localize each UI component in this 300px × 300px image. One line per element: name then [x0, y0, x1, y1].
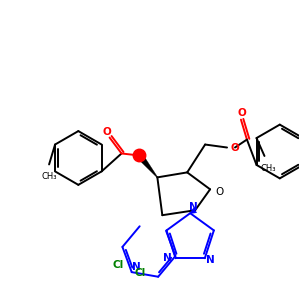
Text: O: O: [231, 142, 239, 152]
Text: CH₃: CH₃: [41, 172, 57, 182]
Polygon shape: [137, 153, 158, 178]
Text: CH₃: CH₃: [261, 164, 276, 173]
Text: O: O: [135, 151, 144, 160]
Text: N: N: [189, 202, 198, 212]
Text: N: N: [163, 253, 172, 263]
Text: Cl: Cl: [113, 260, 124, 270]
Polygon shape: [190, 208, 197, 214]
Text: N: N: [132, 262, 141, 272]
Text: O: O: [102, 127, 111, 136]
Text: O: O: [238, 108, 246, 118]
Text: Cl: Cl: [135, 268, 146, 278]
Text: O: O: [215, 187, 223, 197]
Text: N: N: [206, 255, 215, 265]
